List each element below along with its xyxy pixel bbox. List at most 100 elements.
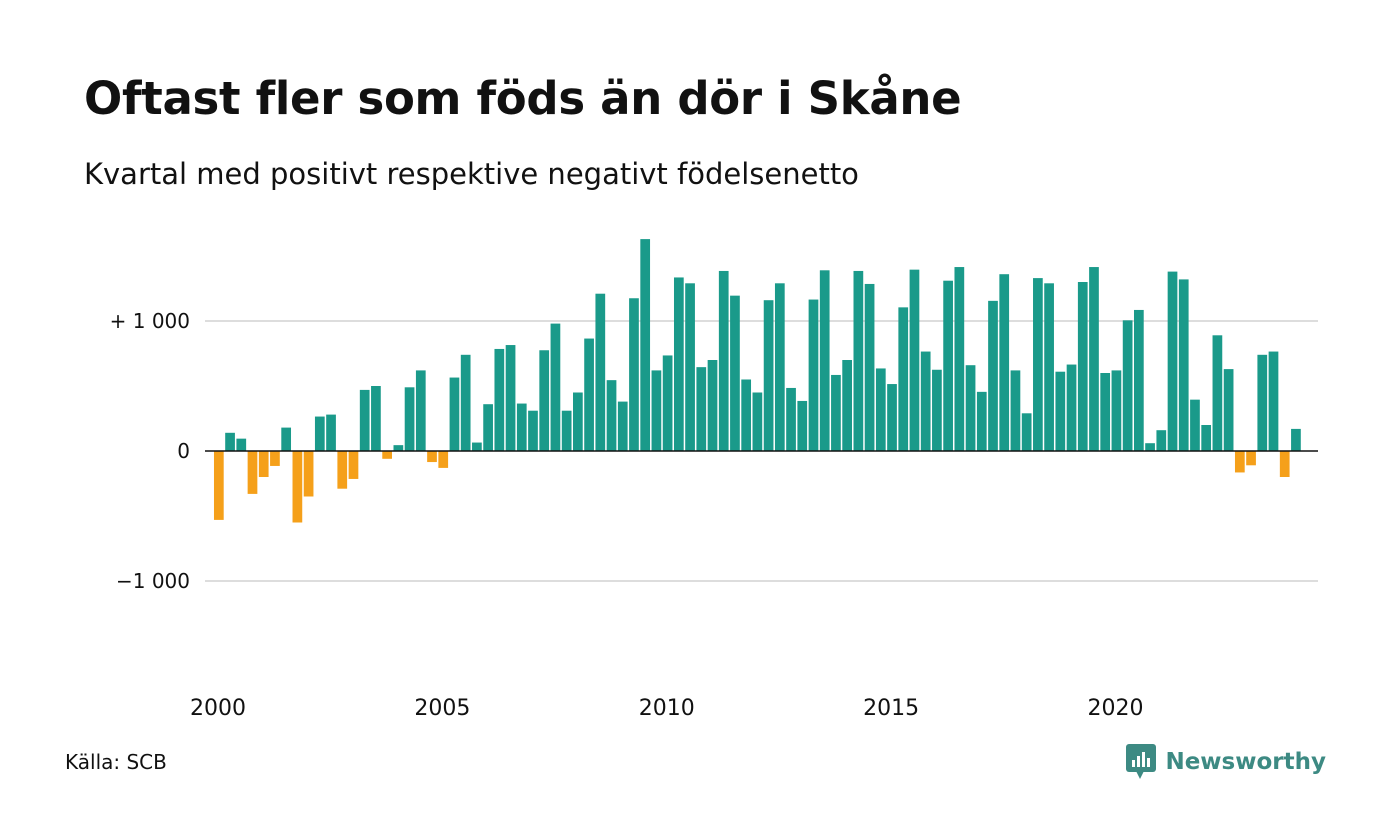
bar bbox=[999, 274, 1010, 451]
bar bbox=[617, 401, 628, 451]
bar bbox=[236, 438, 247, 451]
bar bbox=[1246, 451, 1256, 466]
x-tick-label: 2005 bbox=[414, 696, 470, 721]
bar bbox=[270, 451, 280, 466]
bar bbox=[1100, 373, 1111, 451]
bar bbox=[1077, 282, 1088, 451]
bar bbox=[1055, 371, 1066, 451]
bar bbox=[640, 239, 651, 451]
bar bbox=[1010, 370, 1021, 451]
x-tick-label: 2020 bbox=[1088, 696, 1144, 721]
bar bbox=[404, 387, 415, 451]
bar bbox=[976, 391, 987, 451]
bar bbox=[1145, 443, 1155, 451]
chart-subtitle: Kvartal med positivt respektive negativt… bbox=[84, 157, 859, 191]
bar bbox=[1291, 428, 1301, 451]
bar bbox=[573, 392, 583, 451]
bar bbox=[225, 432, 235, 451]
bar bbox=[673, 277, 684, 451]
bar bbox=[292, 451, 303, 523]
bar bbox=[472, 442, 482, 451]
bar bbox=[1167, 271, 1178, 451]
bar bbox=[561, 410, 572, 451]
bar bbox=[808, 299, 819, 451]
bar bbox=[786, 387, 796, 451]
bar bbox=[774, 283, 785, 451]
bar bbox=[853, 270, 864, 451]
bar bbox=[359, 389, 370, 451]
bar bbox=[1156, 430, 1167, 451]
bar bbox=[438, 451, 449, 468]
bar bbox=[213, 451, 224, 520]
bar bbox=[842, 360, 853, 451]
bar bbox=[730, 295, 740, 451]
bar bbox=[864, 283, 875, 451]
bar bbox=[920, 351, 931, 451]
bar bbox=[887, 384, 897, 451]
bar bbox=[483, 404, 493, 451]
bar bbox=[494, 348, 505, 451]
bar bbox=[1212, 335, 1223, 451]
y-tick-label: 0 bbox=[177, 439, 190, 463]
bar bbox=[1201, 425, 1212, 451]
bar bbox=[595, 293, 606, 451]
bar bbox=[965, 365, 976, 451]
bar bbox=[932, 369, 942, 451]
bar bbox=[516, 403, 527, 451]
bar bbox=[326, 414, 336, 451]
bar bbox=[707, 360, 718, 451]
bar bbox=[303, 451, 314, 497]
bar bbox=[1089, 267, 1099, 451]
bar bbox=[1044, 283, 1054, 451]
bar bbox=[1223, 369, 1234, 451]
x-tick-label: 2000 bbox=[190, 696, 246, 721]
bar bbox=[539, 350, 550, 451]
bar bbox=[1111, 370, 1122, 451]
bar bbox=[819, 270, 830, 451]
bar bbox=[427, 451, 437, 463]
bar bbox=[662, 355, 673, 451]
bar bbox=[831, 374, 841, 451]
bar bbox=[382, 451, 392, 459]
bar bbox=[348, 451, 359, 479]
bar bbox=[258, 451, 269, 477]
bar bbox=[528, 410, 538, 451]
bar bbox=[718, 270, 729, 451]
bar bbox=[1268, 351, 1279, 451]
bar bbox=[1122, 320, 1133, 451]
bar bbox=[337, 451, 348, 489]
bar bbox=[797, 400, 808, 451]
bar bbox=[460, 354, 471, 451]
source-note: Källa: SCB bbox=[65, 750, 167, 774]
bar bbox=[685, 283, 695, 451]
bar bbox=[741, 379, 752, 451]
bar bbox=[1279, 451, 1290, 477]
bar bbox=[584, 338, 594, 451]
bar bbox=[898, 307, 909, 451]
newsworthy-logo-icon bbox=[1126, 744, 1157, 779]
bar bbox=[629, 298, 639, 451]
bar bbox=[281, 427, 292, 451]
y-tick-label: −1 000 bbox=[116, 569, 190, 593]
brand-name: Newsworthy bbox=[1165, 749, 1326, 775]
bar bbox=[606, 380, 617, 451]
bar bbox=[415, 370, 426, 451]
bar bbox=[1190, 399, 1200, 451]
bar bbox=[954, 267, 965, 451]
bar bbox=[943, 280, 953, 451]
bar bbox=[1234, 451, 1245, 473]
x-tick-label: 2010 bbox=[639, 696, 695, 721]
bar bbox=[696, 367, 707, 451]
bar bbox=[505, 345, 516, 451]
bar bbox=[314, 416, 325, 451]
bar bbox=[1021, 413, 1032, 451]
bar bbox=[1066, 364, 1077, 451]
bar bbox=[393, 445, 404, 451]
bar bbox=[988, 300, 998, 451]
x-tick-label: 2015 bbox=[863, 696, 919, 721]
bar bbox=[752, 392, 763, 451]
bar bbox=[371, 386, 381, 451]
bar bbox=[550, 323, 561, 451]
bar bbox=[875, 368, 886, 451]
